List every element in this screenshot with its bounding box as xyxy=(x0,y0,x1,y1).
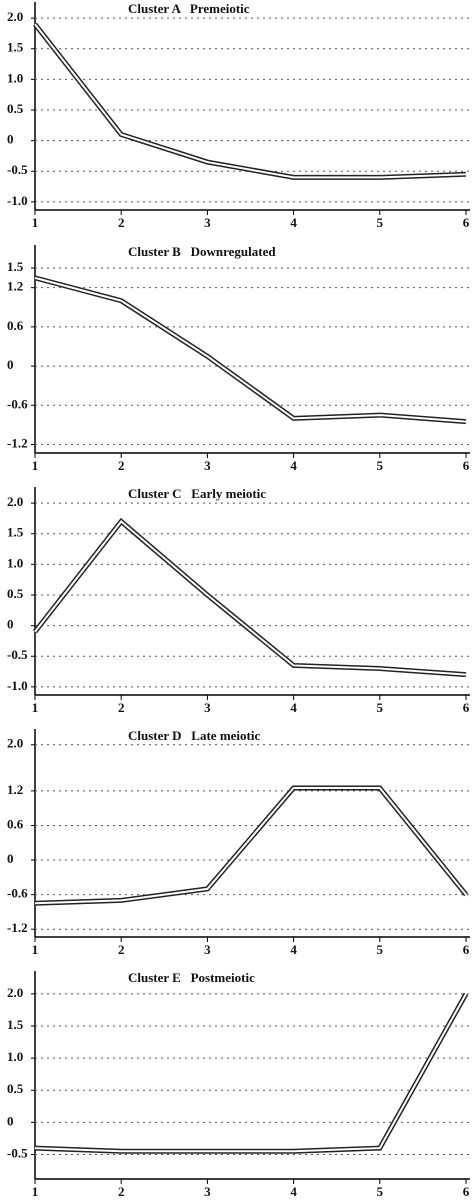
line xyxy=(34,787,467,905)
y-tick-label: -0.6 xyxy=(7,886,28,901)
y-tick-label: 1.0 xyxy=(7,70,23,85)
y-tick-label: 0.5 xyxy=(7,1081,24,1096)
x-tick-label: 4 xyxy=(290,215,297,230)
x-tick-label: 3 xyxy=(204,1184,211,1199)
x-tick-label: 3 xyxy=(204,700,211,715)
x-tick-label: 6 xyxy=(463,700,470,715)
profile-outline xyxy=(33,22,467,180)
profile-outline xyxy=(34,275,467,425)
x-tick-label: 5 xyxy=(377,458,384,473)
y-tick-label: -1.2 xyxy=(7,920,28,935)
chart-title: Cluster D Late meiotic xyxy=(128,728,260,743)
chart-title: Cluster C Early meiotic xyxy=(128,486,266,501)
y-tick-label: -0.5 xyxy=(7,1145,28,1160)
y-tick-label: -0.5 xyxy=(7,162,28,177)
chart-title: Cluster A Premeiotic xyxy=(128,1,250,16)
x-tick-label: 1 xyxy=(32,458,39,473)
y-tick-label: 0.6 xyxy=(7,816,24,831)
x-tick-label: 2 xyxy=(118,942,125,957)
y-tick-label: 1.5 xyxy=(7,40,24,55)
x-tick-label: 4 xyxy=(290,942,297,957)
y-tick-label: 1.2 xyxy=(7,279,23,294)
x-tick-label: 1 xyxy=(32,700,39,715)
line xyxy=(34,520,467,676)
y-tick-label: 0.5 xyxy=(7,101,24,116)
x-tick-label: 1 xyxy=(32,215,39,230)
x-tick-label: 3 xyxy=(204,942,211,957)
chart-title: Cluster B Downregulated xyxy=(128,244,276,259)
line xyxy=(34,23,467,179)
y-tick-label: 0 xyxy=(7,851,14,866)
x-tick-label: 4 xyxy=(290,458,297,473)
profile-outline xyxy=(34,785,468,906)
x-tick-label: 2 xyxy=(118,700,125,715)
x-tick-label: 2 xyxy=(118,1184,125,1199)
x-tick-label: 1 xyxy=(32,1184,39,1199)
y-tick-label: 1.0 xyxy=(7,555,23,570)
y-tick-label: -1.0 xyxy=(7,193,28,208)
y-tick-label: 1.2 xyxy=(7,782,23,797)
y-tick-label: -0.5 xyxy=(7,647,28,662)
line xyxy=(34,993,467,1153)
x-tick-label: 5 xyxy=(377,700,384,715)
x-tick-label: 2 xyxy=(118,458,125,473)
x-tick-label: 1 xyxy=(32,942,39,957)
y-tick-label: 1.5 xyxy=(7,259,24,274)
y-tick-label: 0 xyxy=(7,617,14,632)
chart-title: Cluster E Postmeiotic xyxy=(128,970,255,985)
profile-outline xyxy=(33,517,467,678)
x-tick-label: 5 xyxy=(377,942,384,957)
y-tick-label: 1.0 xyxy=(7,1049,23,1064)
y-tick-label: 2.0 xyxy=(7,736,23,751)
y-tick-label: 0.5 xyxy=(7,586,24,601)
y-tick-label: 0.6 xyxy=(7,318,24,333)
x-tick-label: 5 xyxy=(377,215,384,230)
y-tick-label: 2.0 xyxy=(7,985,23,1000)
y-tick-label: -1.0 xyxy=(7,678,28,693)
y-tick-label: 0 xyxy=(7,357,14,372)
x-tick-label: 6 xyxy=(463,215,470,230)
y-tick-label: -0.6 xyxy=(7,396,28,411)
x-tick-label: 3 xyxy=(204,458,211,473)
y-tick-label: 0 xyxy=(7,1113,14,1128)
x-tick-label: 2 xyxy=(118,215,125,230)
line xyxy=(34,276,467,423)
x-tick-label: 6 xyxy=(463,458,470,473)
y-tick-label: 2.0 xyxy=(7,494,23,509)
x-tick-label: 4 xyxy=(290,700,297,715)
y-tick-label: -1.2 xyxy=(7,435,28,450)
x-tick-label: 5 xyxy=(377,1184,384,1199)
y-tick-label: 1.5 xyxy=(7,1017,24,1032)
y-tick-label: 1.5 xyxy=(7,525,24,540)
y-tick-label: 0 xyxy=(7,132,14,147)
x-tick-label: 3 xyxy=(204,215,211,230)
x-tick-label: 6 xyxy=(463,1184,470,1199)
x-tick-label: 4 xyxy=(290,1184,297,1199)
y-tick-label: 2.0 xyxy=(7,9,23,24)
profile-outline xyxy=(34,992,469,1154)
x-tick-label: 6 xyxy=(463,942,470,957)
